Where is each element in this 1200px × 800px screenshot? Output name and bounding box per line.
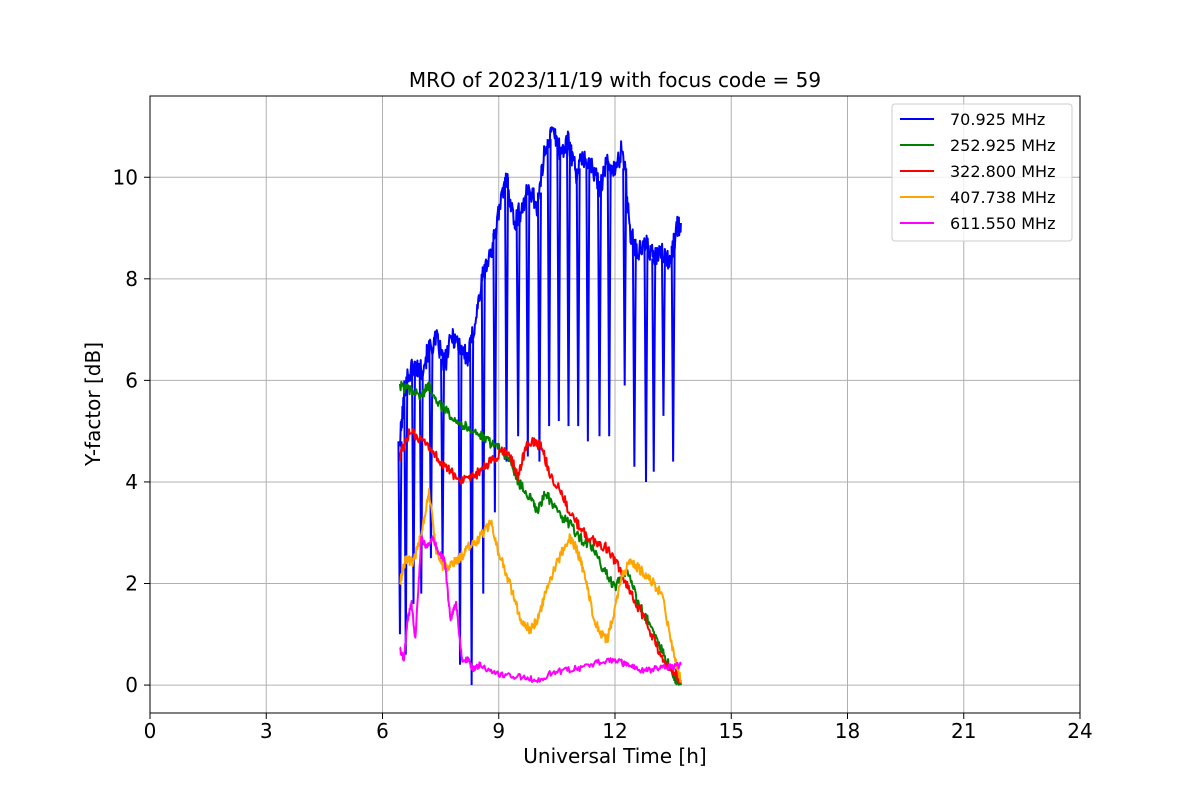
series-dip — [403, 380, 409, 655]
series-group — [398, 380, 682, 686]
series-dip — [622, 168, 628, 386]
legend: 70.925 MHz 252.925 MHz 322.800 MHz 407.738 … — [891, 103, 1073, 242]
series-dip — [480, 273, 486, 594]
series-dip — [411, 365, 416, 604]
series-dip — [492, 233, 498, 513]
series-dip — [660, 255, 666, 416]
x-tick-label: 15 — [719, 719, 744, 743]
legend-box — [891, 103, 1073, 242]
series-dip — [585, 162, 591, 442]
series-dip — [597, 187, 602, 437]
legend-item: 322.800 MHz — [900, 162, 1055, 181]
series-dip — [643, 243, 649, 482]
x-tick-label: 18 — [835, 719, 860, 743]
y-tick-label: 2 — [125, 572, 138, 596]
x-tick-label: 3 — [260, 719, 273, 743]
y-tick-label: 4 — [125, 470, 138, 494]
series-dip — [418, 370, 424, 594]
series-dip — [536, 192, 542, 462]
x-tick-label: 0 — [144, 719, 157, 743]
series-line — [398, 380, 682, 686]
series-group — [399, 535, 682, 684]
series-dip — [504, 177, 509, 462]
series-dip — [566, 141, 571, 427]
series-dip — [556, 146, 562, 422]
series-group — [398, 428, 682, 684]
x-axis-label: Universal Time [h] — [523, 744, 706, 768]
legend-item: 611.550 MHz — [900, 214, 1055, 233]
series-dip — [575, 168, 581, 427]
legend-label: 252.925 MHz — [950, 136, 1055, 155]
chart-title: MRO of 2023/11/19 with focus code = 59 — [409, 68, 821, 92]
series-line — [398, 126, 682, 447]
x-tick-label: 12 — [602, 719, 627, 743]
legend-item: 252.925 MHz — [900, 136, 1055, 155]
legend-label: 407.738 MHz — [950, 188, 1055, 207]
x-tick-label: 6 — [376, 719, 389, 743]
series-dip — [469, 339, 475, 686]
series-dip — [546, 139, 552, 427]
legend-item: 70.925 MHz — [900, 110, 1045, 129]
y-axis-ticks: 0 2 4 6 8 10 — [113, 165, 150, 697]
series-line — [399, 487, 682, 683]
series-dip — [670, 245, 676, 462]
y-tick-label: 8 — [125, 267, 138, 291]
y-axis-label: Y-factor [dB] — [81, 342, 105, 467]
series-dip — [397, 441, 403, 635]
series-dip — [515, 215, 521, 437]
series-layer — [397, 126, 682, 686]
series-line — [398, 428, 682, 684]
legend-label: 70.925 MHz — [950, 110, 1045, 129]
y-tick-label: 10 — [113, 165, 138, 189]
series-dip — [428, 347, 434, 559]
series-dip — [651, 258, 657, 472]
x-axis-ticks: 0 3 6 9 12 15 18 21 24 — [144, 713, 1093, 743]
legend-label: 611.550 MHz — [950, 214, 1055, 233]
x-tick-label: 9 — [492, 719, 505, 743]
x-tick-label: 24 — [1067, 719, 1092, 743]
series-dip — [606, 164, 612, 437]
series-dip — [457, 344, 463, 665]
series-group — [399, 487, 682, 683]
y-tick-label: 0 — [125, 673, 138, 697]
series-dip — [631, 243, 637, 467]
series-dip — [525, 192, 531, 457]
series-line — [399, 535, 682, 684]
legend-item: 407.738 MHz — [900, 188, 1055, 207]
x-tick-label: 21 — [951, 719, 976, 743]
y-tick-label: 6 — [125, 368, 138, 392]
legend-label: 322.800 MHz — [950, 162, 1055, 181]
